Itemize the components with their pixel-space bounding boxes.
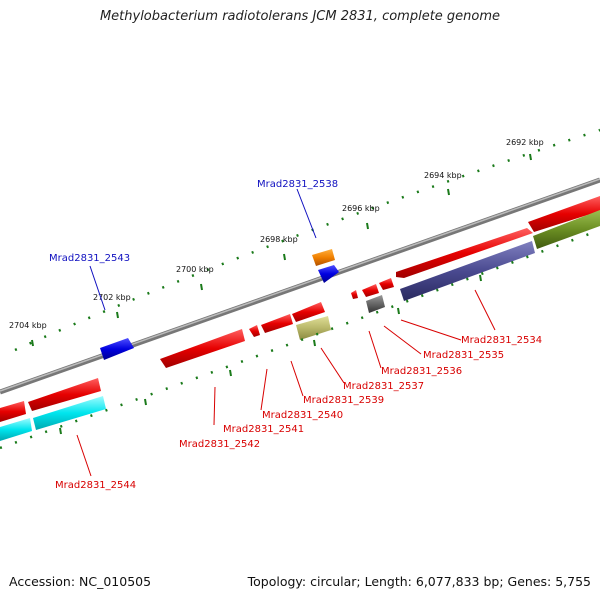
outer-major-ticks (31, 153, 532, 347)
gene-mrad2543 (100, 338, 134, 360)
label-mrad2537: Mrad2831_2537 (343, 381, 424, 392)
gene-mrad2534 (396, 228, 533, 278)
label-mrad2541: Mrad2831_2541 (223, 424, 304, 435)
label-mrad2542: Mrad2831_2542 (179, 439, 260, 450)
gene-olive (533, 210, 600, 249)
label-mrad2535: Mrad2831_2535 (423, 350, 504, 361)
gene-mrad2544 (28, 378, 101, 411)
gene-cyan-right (33, 396, 106, 430)
leader-lines (76, 188, 496, 477)
label-mrad2536: Mrad2831_2536 (381, 366, 462, 377)
scale-label-2698: 2698 kbp (260, 235, 298, 244)
inner-major-ticks (59, 274, 482, 435)
gene-mrad2539 (292, 302, 325, 322)
genome-backbone (0, 177, 600, 395)
scale-label-2692: 2692 kbp (506, 138, 544, 147)
gene-blue-small (318, 265, 339, 283)
gene-2534-right (528, 196, 600, 232)
label-mrad2534: Mrad2831_2534 (461, 335, 542, 346)
gene-mrad2536 (362, 284, 379, 297)
gene-mrad2542 (160, 329, 245, 368)
gene-navy (400, 241, 535, 301)
gene-cyan-left (0, 418, 32, 441)
label-mrad2539: Mrad2831_2539 (303, 395, 384, 406)
gene-khaki (296, 316, 331, 340)
label-mrad2540: Mrad2831_2540 (262, 410, 343, 421)
scale-label-2700: 2700 kbp (176, 265, 214, 274)
accession-text: Accession: NC_010505 (9, 574, 152, 589)
gene-mrad2540 (261, 314, 293, 333)
gene-left-red (0, 401, 26, 422)
scale-label-2694: 2694 kbp (424, 171, 462, 180)
gene-mrad2535 (379, 278, 394, 290)
scale-label-2704: 2704 kbp (9, 321, 47, 330)
gene-mrad2541 (249, 325, 260, 337)
reverse-strand-genes (0, 210, 600, 441)
genome-summary-text: Topology: circular; Length: 6,077,833 bp… (247, 574, 591, 589)
label-mrad2543: Mrad2831_2543 (49, 253, 130, 264)
label-mrad2538: Mrad2831_2538 (257, 179, 338, 190)
forward-strand-genes (0, 196, 600, 422)
scale-label-2702: 2702 kbp (93, 293, 131, 302)
gene-gray (366, 295, 385, 313)
map-title: Methylobacterium radiotolerans JCM 2831,… (99, 9, 501, 24)
label-mrad2544: Mrad2831_2544 (55, 480, 136, 491)
gene-mrad2538 (312, 249, 335, 266)
scale-label-2696: 2696 kbp (342, 204, 380, 213)
gene-mrad2537 (351, 290, 358, 299)
